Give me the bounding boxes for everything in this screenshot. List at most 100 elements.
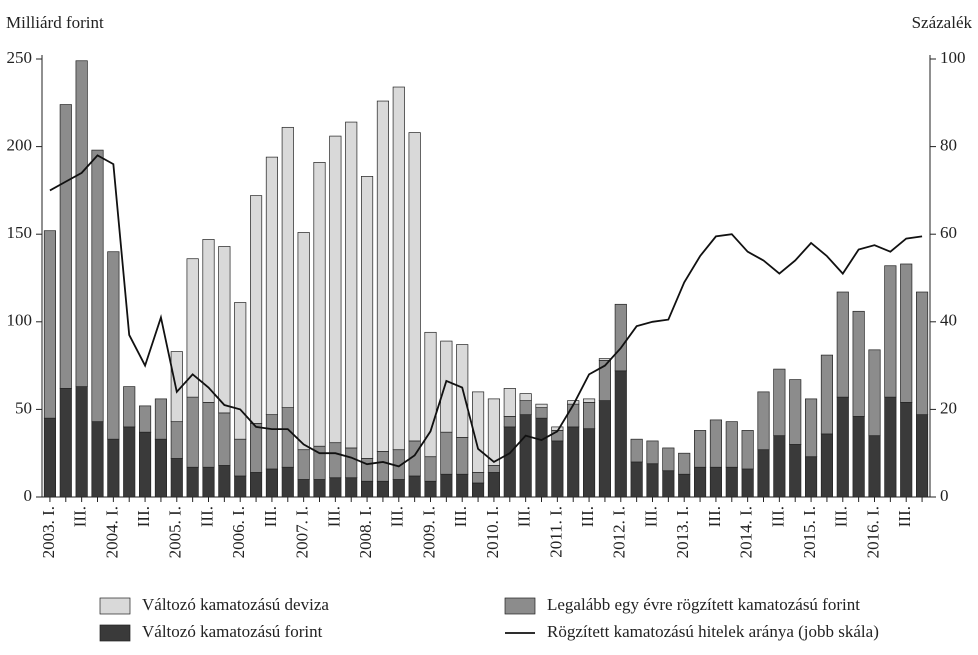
bar-segment — [503, 416, 516, 428]
bar-segment — [503, 426, 516, 498]
bar-segment — [218, 465, 231, 498]
bar-segment — [884, 396, 897, 498]
bar-segment — [773, 435, 786, 498]
bar-segment — [472, 391, 485, 473]
bar-segment — [694, 466, 707, 498]
bar-segment — [567, 426, 580, 498]
bar-segment — [297, 449, 310, 480]
bar-segment — [265, 414, 278, 470]
bar-segment — [361, 480, 374, 498]
bar-segment — [392, 479, 405, 498]
bar-segment — [456, 473, 469, 498]
x-tick-label: 2006. I. — [229, 506, 248, 558]
x-tick-label: III. — [324, 506, 343, 527]
bar-segment — [805, 398, 818, 458]
y-tick-label: 150 — [7, 223, 33, 242]
bar-segment — [678, 473, 691, 498]
bar-segment — [75, 60, 88, 387]
bar-segment — [709, 419, 722, 468]
x-tick-label: 2012. I. — [610, 506, 629, 558]
bar-segment — [265, 156, 278, 416]
bar-segment — [598, 400, 611, 498]
bar-segment — [614, 303, 627, 372]
x-tick-label: III. — [832, 506, 851, 527]
y2-tick-label: 20 — [940, 398, 957, 417]
legend-label: Változó kamatozású forint — [142, 622, 323, 641]
bar-segment — [376, 451, 389, 482]
bar-segment — [646, 440, 659, 465]
bar-segment — [234, 302, 247, 440]
bar-segment — [789, 444, 802, 498]
bar-segment — [250, 423, 263, 473]
x-tick-label: 2003. I. — [39, 506, 58, 558]
x-tick-label: 2010. I. — [483, 506, 502, 558]
bar-segment — [59, 104, 72, 389]
bar-segment — [345, 477, 358, 498]
line-series — [49, 154, 923, 468]
bar-segment — [139, 431, 152, 498]
x-tick-label: III. — [895, 506, 914, 527]
x-tick-label: III. — [134, 506, 153, 527]
bar-segment — [773, 368, 786, 437]
y-tick-label: 200 — [7, 136, 33, 155]
legend-swatch — [99, 597, 131, 615]
bar-segment — [535, 417, 548, 498]
bar-segment — [709, 466, 722, 498]
bar-segment — [440, 473, 453, 498]
bar-segment — [725, 421, 738, 468]
x-tick-label: 2004. I. — [102, 506, 121, 558]
x-tick-label: 2014. I. — [737, 506, 756, 558]
x-tick-label: 2015. I. — [800, 506, 819, 558]
x-tick-label: III. — [705, 506, 724, 527]
bar-segment — [868, 435, 881, 498]
y-axis-title: Milliárd forint — [6, 13, 104, 32]
y-tick-label: 250 — [7, 48, 33, 67]
bar-segment — [376, 480, 389, 498]
bar-segment — [757, 391, 770, 451]
bar-segment — [519, 393, 532, 401]
bar-segment — [519, 400, 532, 416]
y2-tick-label: 80 — [940, 136, 957, 155]
y-tick-label: 0 — [24, 486, 33, 505]
bar-segment — [408, 132, 421, 442]
bar-segment — [852, 416, 865, 498]
bar-segment — [59, 388, 72, 498]
bar-segment — [43, 230, 56, 419]
bar-segment — [329, 442, 342, 479]
bar-segment — [329, 477, 342, 498]
bar-segment — [297, 232, 310, 451]
bar-segment — [567, 403, 580, 428]
bar-segment — [900, 263, 913, 403]
x-tick-label: III. — [515, 506, 534, 527]
bar-segment — [583, 428, 596, 498]
y2-tick-label: 60 — [940, 223, 957, 242]
bar-segment — [487, 398, 500, 466]
x-tick-label: III. — [578, 506, 597, 527]
bar-segment — [43, 417, 56, 498]
bar-segment — [202, 239, 215, 403]
bar-segment — [186, 258, 199, 398]
bar-segment — [170, 421, 183, 459]
bar-segment — [519, 414, 532, 498]
bar-segment — [91, 421, 104, 498]
bar-segment — [694, 430, 707, 468]
legend-label: Legalább egy évre rögzített kamatozású f… — [547, 595, 860, 614]
bar-segment — [313, 479, 326, 498]
y2-axis-title: Százalék — [912, 13, 973, 32]
bar-segment — [805, 456, 818, 498]
bar-segment — [789, 379, 802, 445]
y-tick-label: 100 — [7, 311, 33, 330]
bar-segment — [186, 396, 199, 468]
bar-segment — [345, 447, 358, 479]
bar-segment — [186, 466, 199, 498]
bar-segment — [424, 480, 437, 498]
x-tick-label: 2005. I. — [166, 506, 185, 558]
bar-segment — [329, 135, 342, 444]
bar-segment — [678, 452, 691, 475]
bar-segment — [440, 431, 453, 475]
bar-segment — [234, 438, 247, 477]
bar-segment — [503, 388, 516, 417]
x-tick-label: 2007. I. — [293, 506, 312, 558]
bar-segment — [583, 398, 596, 403]
bar-segment — [139, 405, 152, 433]
